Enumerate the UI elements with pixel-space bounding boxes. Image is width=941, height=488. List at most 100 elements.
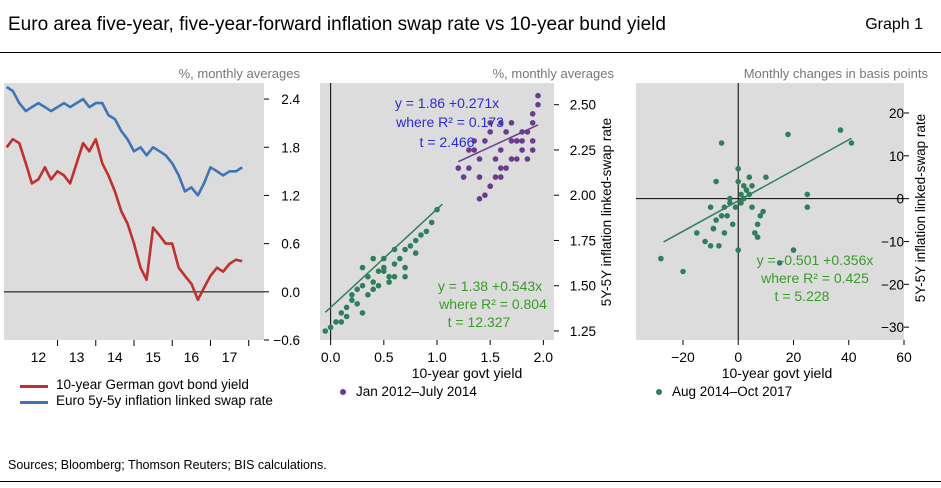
scatter-point-2012-2014 (498, 174, 504, 180)
bottom-rule (0, 481, 941, 482)
scatter-point-2012-2014 (460, 174, 467, 180)
panel1-y-tick-label: 1.2 (281, 188, 300, 203)
scatter-point-green-mid (359, 282, 366, 289)
panel3-y-tick-label: 10 (889, 149, 904, 164)
scatter-point-green-mid (354, 301, 361, 307)
scatter-point-2014-2017 (694, 230, 700, 236)
panel2-x-axis-label: 10-year govt yield (412, 365, 523, 381)
scatter-point-2014-2017 (738, 200, 744, 206)
scatter-point-green-mid (402, 273, 408, 280)
scatter-point-2012-2014 (508, 138, 515, 144)
panel3-background (636, 83, 904, 340)
panel3-y-tick-label: −10 (881, 234, 904, 249)
scatter-point-2014-2017 (713, 178, 719, 185)
scatter-point-2012-2014 (487, 120, 494, 126)
scatter-point-2012-2014 (519, 138, 525, 144)
scatter-point-2012-2014 (482, 138, 488, 144)
panel2-x-tick-label: 2.0 (534, 349, 554, 365)
fit-line-green-right (663, 137, 852, 243)
panel1-y-tick-label: 1.8 (281, 140, 300, 155)
scatter-point-2014-2017 (743, 187, 750, 193)
panel3-y-tick-label: −30 (881, 320, 904, 335)
scatter-point-2012-2014 (535, 101, 541, 108)
legend-item-period1: Jan 2012–July 2014 (340, 384, 477, 399)
scatter-point-2014-2017 (746, 174, 753, 180)
panel3-x-axis-label: 10-year govt yield (722, 365, 833, 381)
scatter-point-2014-2017 (790, 247, 797, 253)
scatter-point-green-mid (343, 304, 350, 311)
regression-annotation-blue: where R² = 0.173 (395, 114, 504, 130)
scatter-point-green-mid (402, 246, 408, 253)
scatter-point-2012-2014 (529, 138, 536, 144)
scatter-point-2012-2014 (524, 156, 531, 162)
legend-left: 10-year German govt bond yield Euro 5y-5… (20, 377, 310, 409)
scatter-point-2014-2017 (716, 243, 722, 249)
scatter-point-2012-2014 (498, 165, 504, 171)
scatter-point-2014-2017 (713, 217, 719, 223)
scatter-point-2012-2014 (508, 120, 515, 126)
series-line-bund-yield (5, 137, 243, 302)
scatter-point-green-mid (365, 292, 371, 298)
scatter-point-green-mid (349, 297, 355, 304)
scatter-point-2014-2017 (735, 178, 741, 185)
panel3-y-tick-label: −20 (881, 277, 904, 292)
scatter-point-green-mid (349, 292, 355, 298)
scatter-point-green-mid (386, 279, 392, 285)
panel3-y-tick-label: 20 (889, 106, 904, 121)
scatter-point-green-mid (391, 273, 398, 280)
scatter-point-2012-2014 (471, 147, 478, 153)
scatter-point-2012-2014 (529, 111, 536, 117)
scatter-point-green-mid (428, 219, 435, 226)
scatter-point-2014-2017 (754, 234, 761, 240)
legend-label-swap: Euro 5y-5y inflation linked swap rate (56, 393, 273, 408)
panel2-x-tick-label: 0.0 (321, 349, 341, 365)
scatter-point-2014-2017 (754, 221, 761, 228)
panel2-x-tick-label: 1.5 (480, 349, 500, 365)
scatter-point-green-mid (370, 279, 377, 285)
top-rule (0, 52, 941, 53)
panel1-x-tick-label: 16 (184, 349, 200, 365)
scatter-point-green-mid (418, 232, 424, 238)
scatter-point-green-mid (407, 243, 414, 249)
legend-dot-green (656, 388, 662, 395)
scatter-point-2012-2014 (503, 129, 509, 135)
panel2-y-tick-label: 1.50 (570, 279, 596, 294)
scatter-point-green-mid (397, 255, 403, 262)
legend-swatch-red (20, 385, 48, 388)
scatter-point-2012-2014 (492, 156, 499, 162)
regression-annotation-right: y = -0.501 +0.356x (757, 252, 874, 268)
scatter-point-2012-2014 (466, 165, 472, 171)
scatter-point-2012-2014 (498, 147, 504, 153)
panel3-x-tick-label: 60 (896, 349, 912, 365)
scatter-point-2014-2017 (785, 131, 791, 138)
scatter-point-2014-2017 (757, 213, 764, 219)
panel2-y-axis-label: 5Y-5Y inflation linked-swap rate (599, 118, 614, 306)
panel2-unit-note: %, monthly averages (493, 66, 615, 81)
panel2-y-tick-label: 2.50 (570, 98, 596, 113)
scatter-point-2012-2014 (487, 129, 494, 135)
scatter-point-green-mid (359, 310, 366, 316)
panel2-x-tick-label: 1.0 (427, 349, 447, 365)
scatter-point-green-mid (338, 319, 345, 325)
scatter-point-2012-2014 (482, 192, 488, 198)
panel3-y-tick-label: 0 (896, 192, 904, 207)
panel1-y-tick-label: 0.0 (281, 285, 300, 300)
series-line-swap-rate (5, 85, 243, 197)
scatter-point-2014-2017 (741, 183, 747, 189)
scatter-point-2014-2017 (721, 230, 728, 236)
scatter-point-2012-2014 (471, 138, 478, 144)
scatter-point-2014-2017 (749, 204, 755, 210)
panel1-x-tick-label: 12 (31, 349, 47, 365)
scatter-point-green-mid (354, 286, 361, 293)
scatter-point-2012-2014 (535, 92, 541, 99)
panel3-x-tick-label: −20 (671, 349, 695, 365)
scatter-point-2014-2017 (680, 268, 686, 275)
scatter-point-2014-2017 (710, 225, 717, 232)
scatter-point-2012-2014 (476, 156, 483, 162)
scatter-point-2014-2017 (752, 230, 758, 236)
scatter-point-2014-2017 (724, 213, 730, 219)
scatter-point-2014-2017 (738, 191, 744, 198)
panel3-x-tick-label: 0 (734, 349, 742, 365)
graph-label: Graph 1 (865, 16, 923, 33)
